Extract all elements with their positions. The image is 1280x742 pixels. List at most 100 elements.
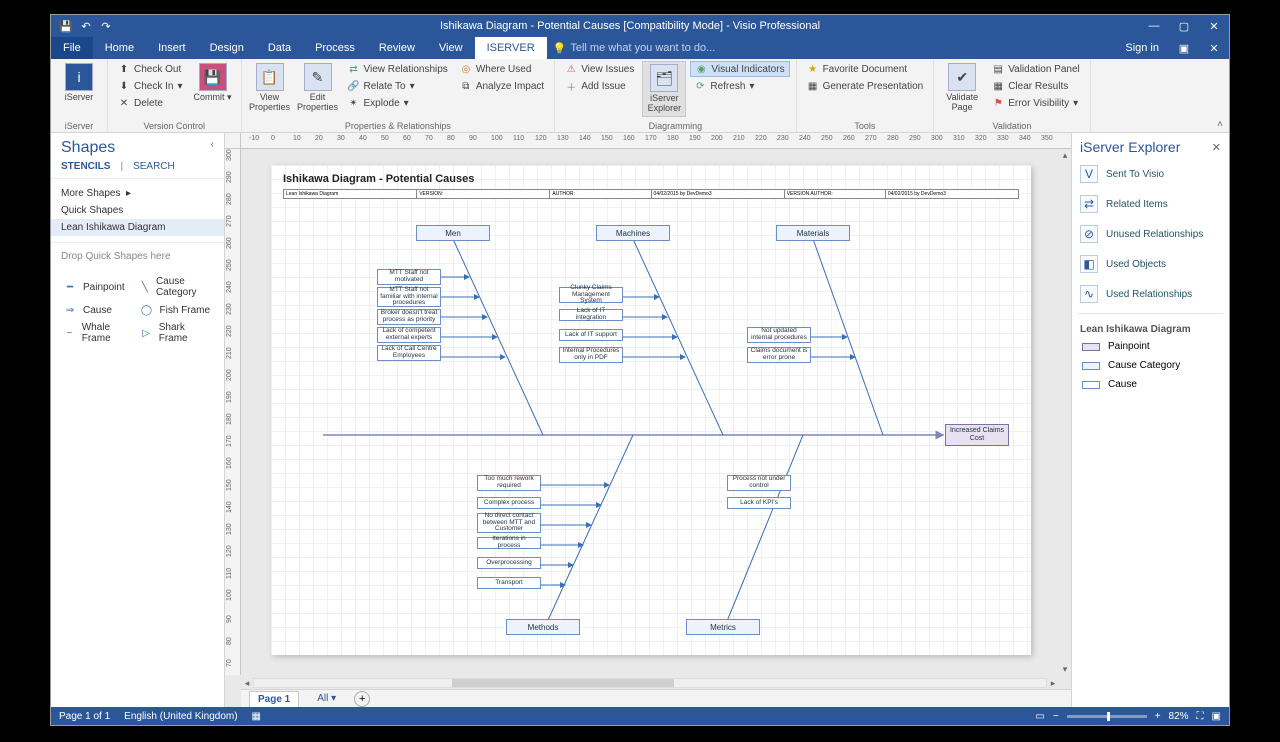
iserver-button[interactable]: i iServer: [57, 61, 101, 105]
cause-box[interactable]: Lack of IT integration: [559, 309, 623, 321]
ribbon-collapse-icon[interactable]: ˄: [1217, 119, 1223, 130]
minimize-icon[interactable]: —: [1139, 15, 1169, 37]
cause-box[interactable]: Lack of Call Centre Employees: [377, 345, 441, 361]
maximize-icon[interactable]: ▢: [1169, 15, 1199, 37]
validation-panel-button[interactable]: ▤Validation Panel: [988, 61, 1084, 77]
search-tab[interactable]: SEARCH: [133, 159, 175, 174]
quick-shapes[interactable]: Quick Shapes: [61, 202, 214, 219]
explorer-used-relationships[interactable]: ∿Used Relationships: [1072, 279, 1229, 309]
vertical-scrollbar[interactable]: ▴ ▾: [1059, 149, 1071, 675]
cause-box[interactable]: Clunky Claims Management System: [559, 287, 623, 303]
close-pane-icon[interactable]: ✕: [1199, 37, 1229, 59]
cause-box[interactable]: No direct contact between MTT and Custom…: [477, 513, 541, 533]
fullscreen-icon[interactable]: ▣: [1212, 711, 1221, 722]
favorite-doc-button[interactable]: ★Favorite Document: [803, 61, 928, 77]
checkout-button[interactable]: ⬆Check Out: [114, 61, 187, 77]
page-tab-1[interactable]: Page 1: [249, 691, 299, 707]
cause-box[interactable]: Internal Procedures only in PDF: [559, 347, 623, 363]
cause-box[interactable]: Iterations in process: [477, 537, 541, 549]
zoom-in-icon[interactable]: +: [1155, 711, 1161, 722]
stencils-tab[interactable]: STENCILS: [61, 159, 110, 174]
cause-box[interactable]: Complex process: [477, 497, 541, 509]
delete-button[interactable]: ✕Delete: [114, 95, 187, 111]
shape-whale-frame[interactable]: ~Whale Frame: [61, 322, 138, 344]
view-properties-button[interactable]: 📋View Properties: [248, 61, 292, 115]
tab-file[interactable]: File: [51, 37, 93, 59]
zoom-out-icon[interactable]: −: [1053, 711, 1059, 722]
page-tab-all[interactable]: All ▾: [309, 691, 344, 706]
tab-process[interactable]: Process: [303, 37, 367, 59]
tab-view[interactable]: View: [427, 37, 475, 59]
cause-box[interactable]: Lack of competent external experts: [377, 327, 441, 343]
cause-box[interactable]: Claims document is error prone: [747, 347, 811, 363]
explorer-unused-relationships[interactable]: ⊘Unused Relationships: [1072, 219, 1229, 249]
explode-button[interactable]: ✴Explode ▾: [344, 95, 452, 111]
save-icon[interactable]: 💾: [59, 19, 73, 33]
cause-box[interactable]: Overprocessing: [477, 557, 541, 569]
cause-box[interactable]: MTT Staff not familiar with internal pro…: [377, 287, 441, 307]
visual-indicators-button[interactable]: ◉Visual Indicators: [690, 61, 789, 77]
shapes-collapse-icon[interactable]: ‹: [211, 139, 214, 150]
tell-me[interactable]: 💡Tell me what you want to do...: [553, 37, 716, 59]
category-methods[interactable]: Methods: [506, 619, 580, 635]
tab-iserver[interactable]: ISERVER: [475, 37, 547, 59]
shape-painpoint[interactable]: ━Painpoint: [61, 281, 138, 293]
add-page-button[interactable]: +: [354, 691, 370, 707]
where-used-button[interactable]: ◎Where Used: [456, 61, 548, 77]
cause-box[interactable]: Too much rework required: [477, 475, 541, 491]
tab-design[interactable]: Design: [198, 37, 256, 59]
scroll-down-icon[interactable]: ▾: [1059, 663, 1071, 675]
restore-icon[interactable]: ▣: [1169, 37, 1199, 59]
generate-presentation-button[interactable]: ▦Generate Presentation: [803, 78, 928, 94]
analyze-impact-button[interactable]: ⧉Analyze Impact: [456, 78, 548, 94]
sign-in[interactable]: Sign in: [1115, 37, 1169, 59]
cause-box[interactable]: Lack of KPI's: [727, 497, 791, 509]
tab-insert[interactable]: Insert: [146, 37, 198, 59]
shape-cause[interactable]: ⇒Cause: [61, 304, 138, 316]
explorer-used-objects[interactable]: ◧Used Objects: [1072, 249, 1229, 279]
tab-data[interactable]: Data: [256, 37, 303, 59]
relate-to-button[interactable]: 🔗Relate To ▾: [344, 78, 452, 94]
cause-box[interactable]: Not updated internal procedures: [747, 327, 811, 343]
category-machines[interactable]: Machines: [596, 225, 670, 241]
tab-review[interactable]: Review: [367, 37, 427, 59]
cause-box[interactable]: Process not under control: [727, 475, 791, 491]
checkin-button[interactable]: ⬇Check In ▾: [114, 78, 187, 94]
scroll-thumb[interactable]: [452, 679, 674, 687]
more-shapes[interactable]: More Shapes ▸: [61, 185, 214, 202]
scroll-left-icon[interactable]: ◂: [241, 677, 253, 689]
cause-box[interactable]: MTT Staff not motivated: [377, 269, 441, 285]
edit-properties-button[interactable]: ✎Edit Properties: [296, 61, 340, 115]
commit-button[interactable]: 💾 Commit ▾: [191, 61, 235, 105]
add-issue-button[interactable]: ＋Add Issue: [561, 78, 638, 94]
shape-fish-frame[interactable]: ◯Fish Frame: [138, 304, 215, 316]
fit-window-icon[interactable]: ⛶: [1197, 711, 1204, 722]
macro-icon[interactable]: ▦: [252, 711, 261, 722]
refresh-button[interactable]: ⟳Refresh ▾: [690, 78, 789, 94]
clear-results-button[interactable]: ▦Clear Results: [988, 78, 1084, 94]
cause-box[interactable]: Lack of IT support: [559, 329, 623, 341]
iserver-explorer-button[interactable]: 🗂iServer Explorer: [642, 61, 686, 117]
zoom-slider[interactable]: [1067, 715, 1147, 718]
close-icon[interactable]: ✕: [1199, 15, 1229, 37]
view-issues-button[interactable]: ⚠View Issues: [561, 61, 638, 77]
error-visibility-button[interactable]: ⚑Error Visibility ▾: [988, 95, 1084, 111]
drawing-page[interactable]: Ishikawa Diagram - Potential Causes Lean…: [271, 165, 1031, 655]
cause-box[interactable]: Broker doesn't treat process as priority: [377, 309, 441, 325]
lean-ishikawa-stencil[interactable]: Lean Ishikawa Diagram: [51, 219, 224, 236]
explorer-close-icon[interactable]: ✕: [1212, 141, 1221, 154]
horizontal-scrollbar[interactable]: ◂ ▸: [241, 677, 1059, 689]
validate-page-button[interactable]: ✔Validate Page: [940, 61, 984, 115]
shape-cause-category[interactable]: ╲Cause Category: [138, 276, 215, 298]
presentation-mode-icon[interactable]: ▭: [1035, 711, 1044, 722]
effect-box[interactable]: Increased Claims Cost: [945, 424, 1009, 446]
cause-box[interactable]: Transport: [477, 577, 541, 589]
explorer-related-items[interactable]: ⇄Related Items: [1072, 189, 1229, 219]
view-relationships-button[interactable]: ⇄View Relationships: [344, 61, 452, 77]
scroll-up-icon[interactable]: ▴: [1059, 149, 1071, 161]
category-materials[interactable]: Materials: [776, 225, 850, 241]
tab-home[interactable]: Home: [93, 37, 146, 59]
undo-icon[interactable]: ↶: [79, 19, 93, 33]
category-metrics[interactable]: Metrics: [686, 619, 760, 635]
scroll-right-icon[interactable]: ▸: [1047, 677, 1059, 689]
